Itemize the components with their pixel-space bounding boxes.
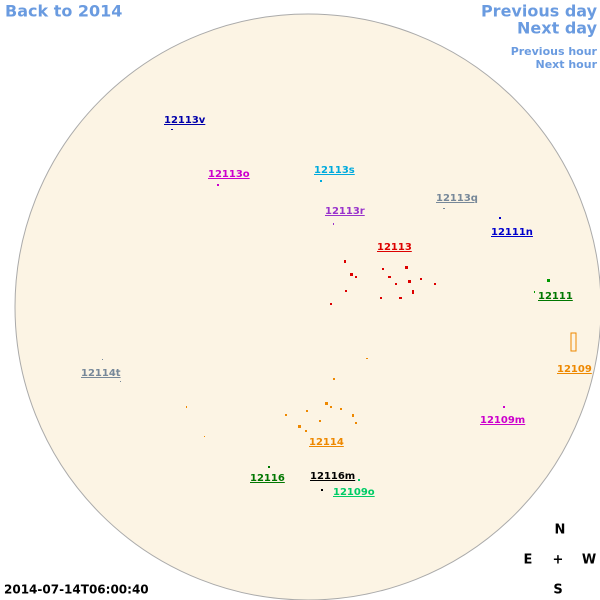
region-label[interactable]: 12116 — [250, 473, 285, 484]
region-label[interactable]: 12113s — [314, 165, 355, 176]
region-label[interactable]: 12109m — [480, 415, 525, 426]
solar-disk — [14, 13, 600, 600]
region-label[interactable]: 12113o — [208, 169, 250, 180]
region-label[interactable]: 12113v — [164, 115, 206, 126]
region-label[interactable]: 12109o — [333, 487, 375, 498]
sunspots — [102, 129, 577, 491]
region-label[interactable]: 12114t — [81, 368, 121, 379]
compass-center: + — [553, 553, 564, 568]
region-label[interactable]: 12111n — [491, 227, 533, 238]
previous-hour-link[interactable]: Previous hour — [511, 45, 598, 58]
region-label[interactable]: 12113 — [377, 242, 412, 253]
next-hour-link[interactable]: Next hour — [536, 58, 598, 71]
back-link[interactable]: Back to 2014 — [5, 2, 122, 21]
compass-east: E — [524, 553, 533, 568]
region-label[interactable]: 12113q — [436, 193, 478, 204]
region-label[interactable]: 12114 — [309, 437, 344, 448]
previous-day-link[interactable]: Previous day — [481, 2, 598, 21]
region-label[interactable]: 12111 — [538, 291, 573, 302]
timestamp: 2014-07-14T06:00:40 — [4, 583, 149, 597]
region-label[interactable]: 12109 — [557, 364, 592, 375]
compass-west: W — [582, 553, 596, 568]
region-label[interactable]: 12116m — [310, 471, 355, 482]
region-label[interactable]: 12113r — [325, 206, 365, 217]
compass-north: N — [555, 523, 566, 538]
compass-south: S — [553, 583, 562, 598]
next-day-link[interactable]: Next day — [517, 19, 598, 38]
